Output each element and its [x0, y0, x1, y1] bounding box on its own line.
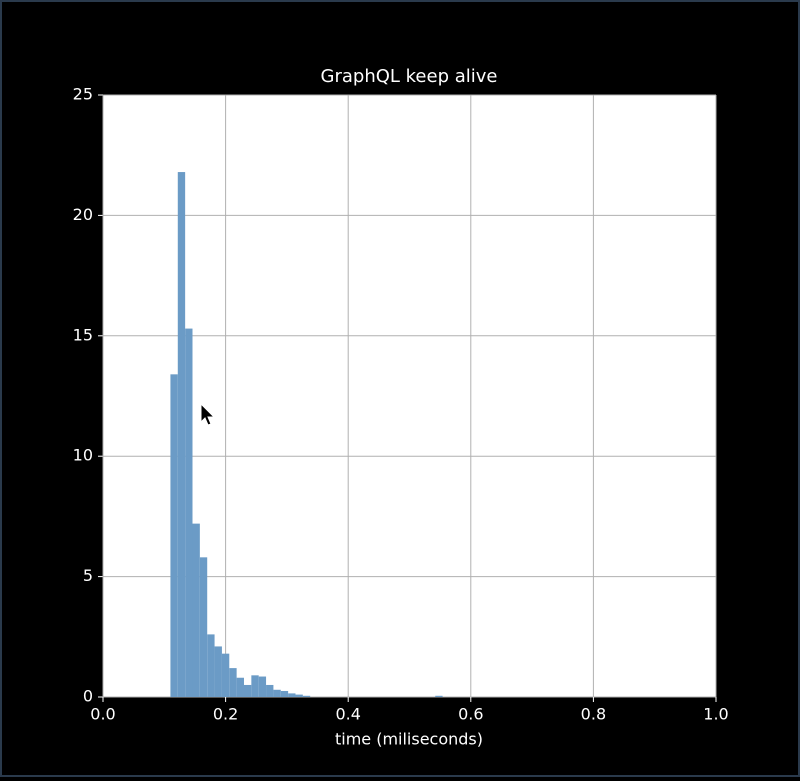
y-tick-label: 20	[73, 205, 93, 224]
bar	[273, 689, 281, 697]
bar	[266, 684, 274, 697]
bar	[435, 695, 443, 697]
bar	[236, 677, 244, 697]
y-tick-label: 5	[83, 566, 93, 585]
chart-title: GraphQL keep alive	[321, 66, 498, 87]
bar	[251, 675, 259, 697]
y-tick-label: 25	[73, 85, 93, 104]
bar	[302, 695, 311, 697]
bar	[243, 684, 252, 697]
bar	[207, 634, 215, 697]
bar	[288, 693, 296, 697]
bar	[229, 668, 237, 697]
x-tick-label: 0.8	[581, 705, 606, 724]
bar	[214, 646, 222, 697]
x-axis-label: time (miliseconds)	[335, 730, 483, 749]
x-tick-label: 0.4	[335, 705, 360, 724]
bar	[199, 557, 208, 697]
x-tick-label: 1.0	[703, 705, 728, 724]
bar	[192, 523, 200, 697]
x-tick-label: 0.6	[458, 705, 483, 724]
y-tick-label: 15	[73, 325, 93, 344]
y-tick-label: 10	[73, 446, 93, 465]
bar	[280, 690, 289, 697]
mouse-cursor	[200, 402, 216, 426]
bar	[177, 172, 186, 697]
bar	[295, 694, 303, 697]
bar	[185, 328, 193, 697]
bar	[258, 676, 267, 697]
x-tick-label: 0.2	[213, 705, 238, 724]
x-tick-label: 0.0	[90, 705, 115, 724]
bar	[170, 374, 178, 697]
y-tick-label: 0	[83, 687, 93, 706]
bar	[221, 653, 230, 697]
